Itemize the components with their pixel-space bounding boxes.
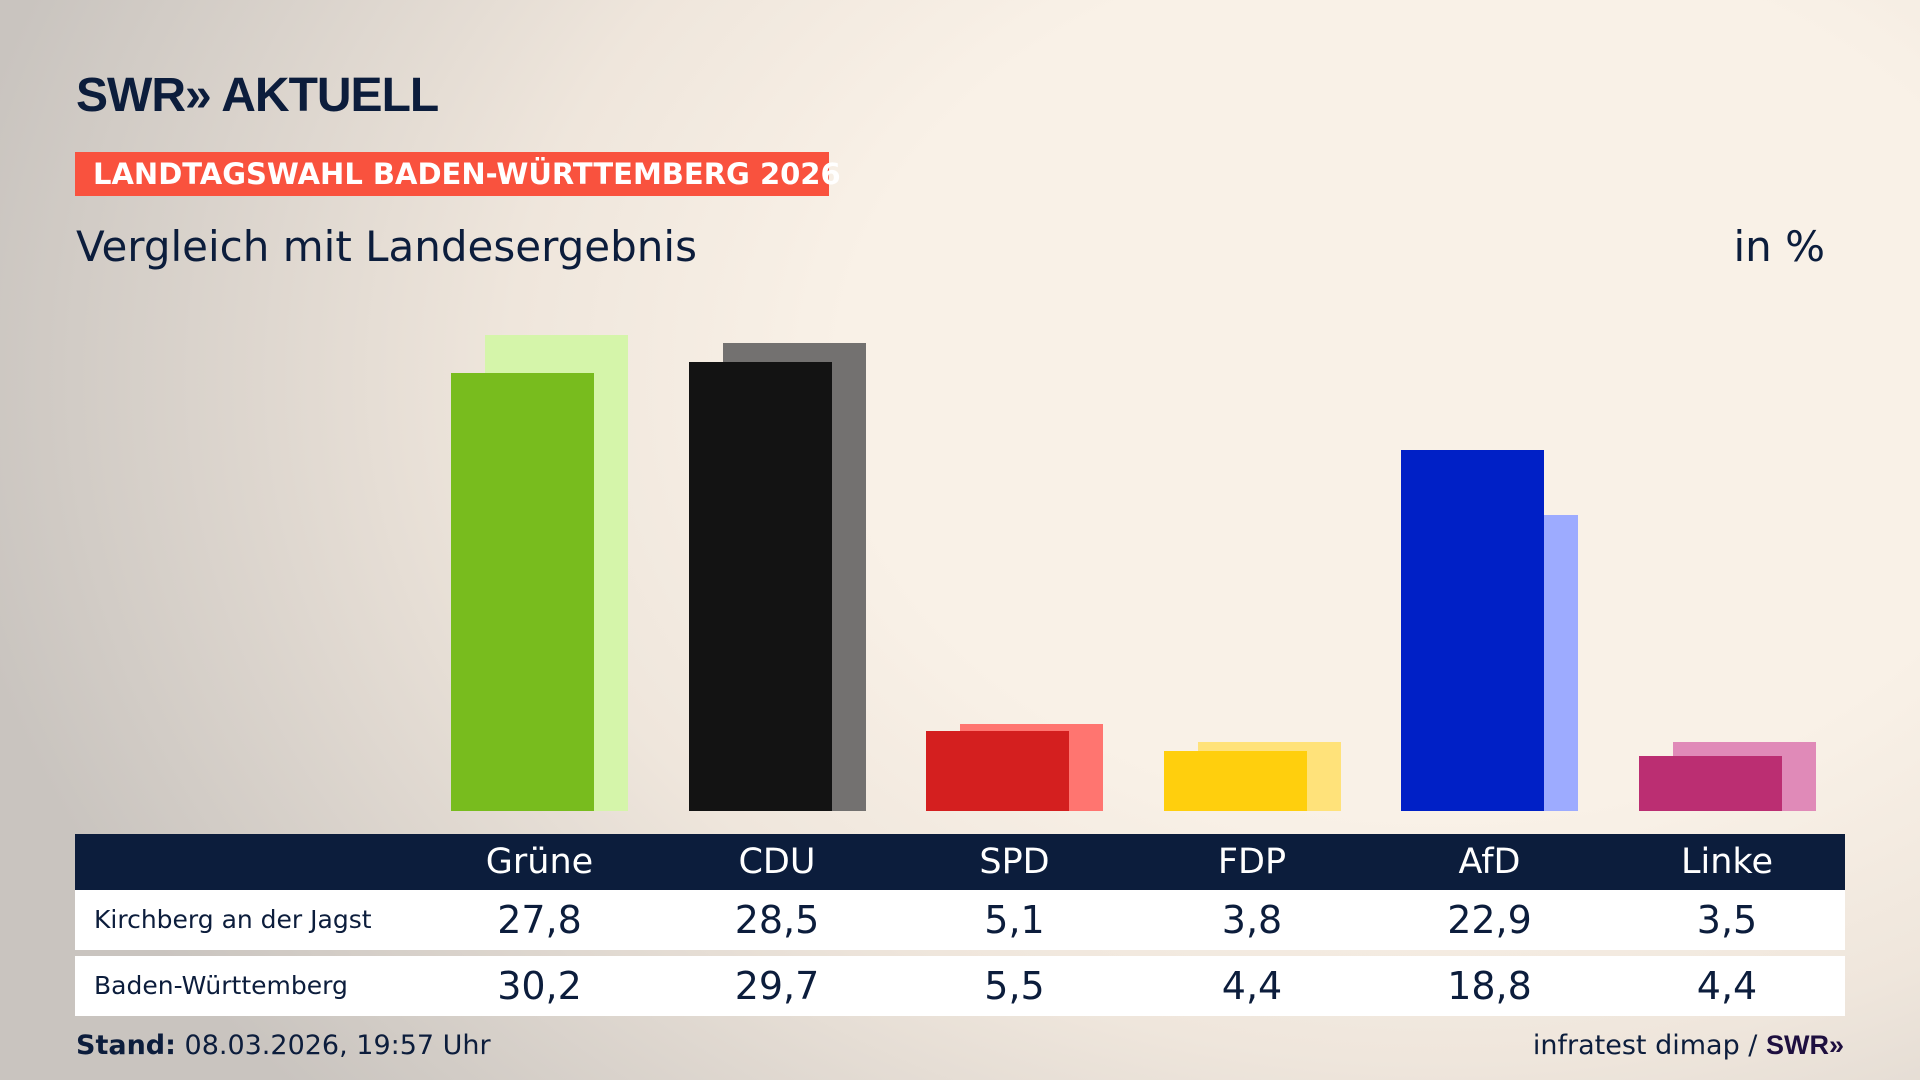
stand-label: Stand: <box>76 1030 176 1061</box>
source: infratest dimap / SWR» <box>1533 1030 1844 1061</box>
local-bar-cdu <box>688 361 832 811</box>
election-banner: LANDTAGSWAHL BADEN-WÜRTTEMBERG 2026 <box>75 152 841 196</box>
value-cell: 4,4 <box>1696 964 1758 1008</box>
value-cell: 28,5 <box>734 898 820 942</box>
local-bar-spd <box>926 730 1069 811</box>
value-cell: 30,2 <box>497 964 582 1008</box>
value-cell: 18,8 <box>1447 964 1532 1008</box>
value-cell: 3,5 <box>1696 898 1758 942</box>
stand-value: 08.03.2026, 19:57 Uhr <box>184 1030 491 1061</box>
row-label: Kirchberg an der Jagst <box>94 905 372 934</box>
column-header: FDP <box>1217 842 1287 882</box>
table-header: Grüne CDU SPD FDP AfD Linke <box>75 834 1845 890</box>
value-cell: 4,4 <box>1221 964 1283 1008</box>
table-row: Baden-Württemberg 30,2 29,7 5,5 4,4 18,8 4,4 <box>75 956 1845 1016</box>
value-cell: 27,8 <box>497 898 582 942</box>
local-bar-fdp <box>1163 751 1307 811</box>
column-header: Linke <box>1681 842 1773 882</box>
column-header: Grüne <box>485 842 594 882</box>
value-cell: 5,1 <box>984 898 1045 942</box>
table-row: Kirchberg an der Jagst 27,8 28,5 5,1 3,8 22,9… <box>75 890 1845 950</box>
source-text: infratest dimap / <box>1532 1030 1766 1061</box>
column-header: AfD <box>1458 842 1521 882</box>
results-table: Grüne CDU SPD FDP AfD Linke Kirchberg an der … <box>75 834 1845 1022</box>
unit-label: in % <box>1733 222 1825 271</box>
column-header: CDU <box>738 842 816 882</box>
local-bar-linke <box>1638 755 1782 811</box>
swr-logo: SWR» <box>1765 1030 1844 1060</box>
column-header: SPD <box>979 842 1050 882</box>
value-cell: 29,7 <box>734 964 820 1008</box>
chart-subtitle: Vergleich mit Landesergebnis <box>76 222 697 271</box>
timestamp: Stand: 08.03.2026, 19:57 Uhr <box>76 1030 491 1061</box>
value-cell: 5,5 <box>984 964 1045 1008</box>
swr-aktuell-logo: SWR» AKTUELL <box>76 69 439 122</box>
local-bar-grüne <box>451 372 594 811</box>
value-cell: 3,8 <box>1221 898 1283 942</box>
row-label: Baden-Württemberg <box>94 971 348 1000</box>
local-bar-afd <box>1401 450 1544 811</box>
value-cell: 22,9 <box>1447 898 1532 942</box>
